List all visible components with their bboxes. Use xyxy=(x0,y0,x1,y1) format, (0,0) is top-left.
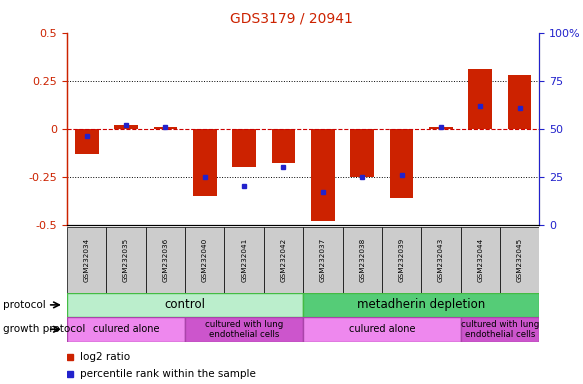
Bar xyxy=(303,293,539,317)
Bar xyxy=(146,227,185,294)
Bar xyxy=(153,127,177,129)
Text: cultured with lung
endothelial cells: cultured with lung endothelial cells xyxy=(205,319,283,339)
Bar xyxy=(193,129,217,196)
Text: culured alone: culured alone xyxy=(93,324,159,334)
Text: metadherin depletion: metadherin depletion xyxy=(357,298,485,311)
Bar xyxy=(67,293,303,317)
Text: protocol: protocol xyxy=(3,300,45,310)
Bar xyxy=(389,129,413,198)
Text: GDS3179 / 20941: GDS3179 / 20941 xyxy=(230,12,353,25)
Bar xyxy=(350,129,374,177)
Text: GSM232035: GSM232035 xyxy=(123,238,129,282)
Text: culured alone: culured alone xyxy=(349,324,415,334)
Text: GSM232040: GSM232040 xyxy=(202,238,208,282)
Bar xyxy=(468,69,492,129)
Bar xyxy=(508,75,531,129)
Bar xyxy=(272,129,295,163)
Bar xyxy=(303,317,461,342)
Bar xyxy=(114,125,138,129)
Text: percentile rank within the sample: percentile rank within the sample xyxy=(80,369,256,379)
Text: GSM232045: GSM232045 xyxy=(517,238,522,282)
Bar xyxy=(185,317,303,342)
Bar xyxy=(342,227,382,294)
Text: log2 ratio: log2 ratio xyxy=(80,352,130,362)
Text: control: control xyxy=(164,298,206,311)
Bar xyxy=(67,227,106,294)
Bar xyxy=(232,129,256,167)
Bar xyxy=(303,227,342,294)
Bar xyxy=(67,317,185,342)
Text: GSM232039: GSM232039 xyxy=(399,238,405,282)
Bar xyxy=(461,227,500,294)
Text: GSM232038: GSM232038 xyxy=(359,238,365,282)
Text: GSM232044: GSM232044 xyxy=(477,238,483,282)
Bar xyxy=(106,227,146,294)
Bar xyxy=(224,227,264,294)
Bar xyxy=(264,227,303,294)
Text: growth protocol: growth protocol xyxy=(3,324,85,334)
Text: GSM232036: GSM232036 xyxy=(163,238,168,282)
Bar xyxy=(311,129,335,221)
Text: GSM232043: GSM232043 xyxy=(438,238,444,282)
Bar xyxy=(461,317,539,342)
Bar xyxy=(429,127,452,129)
Bar xyxy=(500,227,539,294)
Text: GSM232042: GSM232042 xyxy=(280,238,286,282)
Text: GSM232034: GSM232034 xyxy=(84,238,90,282)
Text: cultured with lung
endothelial cells: cultured with lung endothelial cells xyxy=(461,319,539,339)
Bar xyxy=(75,129,99,154)
Text: GSM232037: GSM232037 xyxy=(320,238,326,282)
Bar xyxy=(185,227,224,294)
Bar xyxy=(382,227,421,294)
Text: GSM232041: GSM232041 xyxy=(241,238,247,282)
Bar xyxy=(421,227,461,294)
